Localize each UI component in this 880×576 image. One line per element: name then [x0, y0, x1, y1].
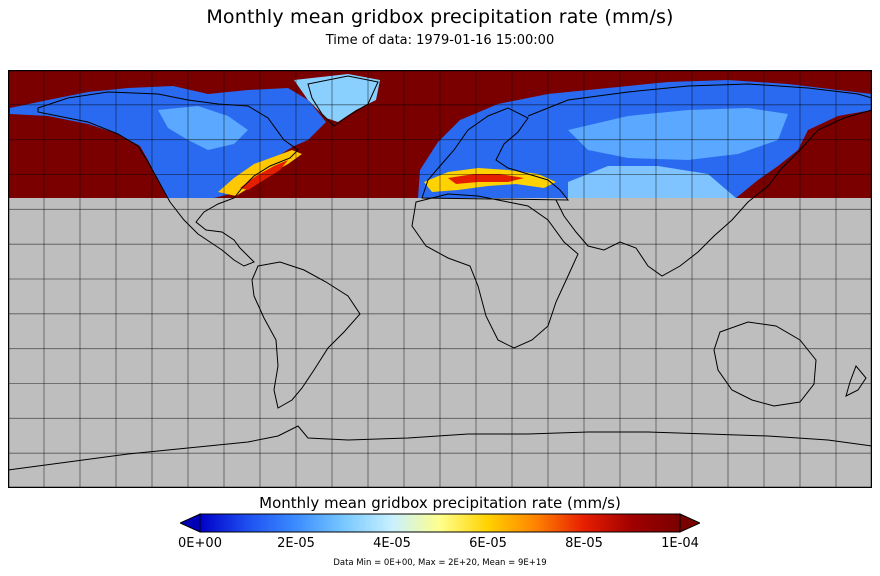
- map-border: [8, 70, 872, 488]
- precip-field-gulf-stream-core: [240, 160, 288, 190]
- precip-field-central-asia: [568, 166, 736, 198]
- data-stats: Data Min = 0E+00, Max = 2E+20, Mean = 9E…: [333, 558, 547, 568]
- coastline-antarctica: [8, 425, 872, 471]
- colorbar-over-arrow: [679, 513, 700, 533]
- precip-field-north-america-light: [158, 106, 248, 150]
- coastline-north-america: [37, 91, 299, 267]
- colorbar-tick-label: 0E+00: [178, 536, 222, 551]
- colorbar-title: Monthly mean gridbox precipitation rate …: [259, 494, 621, 512]
- colorbar-tick-label: 4E-05: [373, 536, 411, 551]
- coastline-new-zealand: [845, 365, 867, 397]
- colorbar-gradient: [199, 513, 681, 533]
- precip-field-siberia-light: [568, 108, 788, 160]
- precip-field-greenland: [294, 74, 380, 122]
- coastline-asia: [527, 83, 872, 277]
- coastlines: [8, 75, 872, 471]
- graticule: [8, 70, 872, 488]
- map-subtitle: Time of data: 1979-01-16 15:00:00: [325, 33, 555, 48]
- coastline-europe: [421, 107, 570, 201]
- coastline-australia: [713, 321, 817, 407]
- colorbar-tick-label: 8E-05: [565, 536, 603, 551]
- colorbar-under-arrow: [180, 513, 201, 533]
- colorbar: [180, 513, 700, 533]
- precipitation-map: [8, 70, 872, 488]
- coastline-south-america: [251, 261, 361, 409]
- colorbar-tick-label: 1E-04: [661, 536, 699, 551]
- precip-field-mediterranean-core: [448, 174, 524, 184]
- map-title: Monthly mean gridbox precipitation rate …: [206, 6, 674, 28]
- colorbar-tick-label: 2E-05: [277, 536, 315, 551]
- coastline-africa: [411, 193, 579, 349]
- colorbar-tick-label: 6E-05: [469, 536, 507, 551]
- coastline-greenland: [307, 75, 379, 127]
